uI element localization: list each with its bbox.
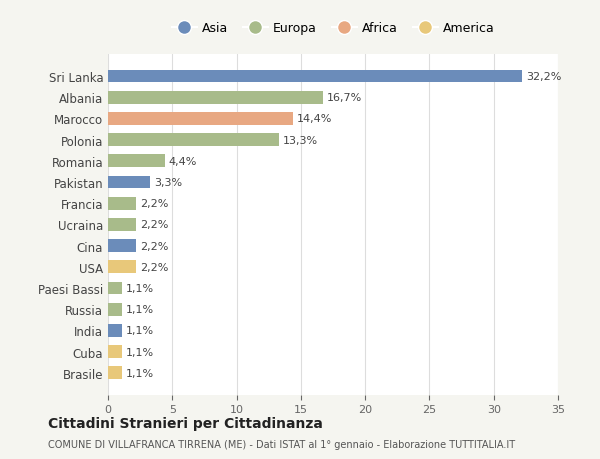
Text: 13,3%: 13,3% [283, 135, 318, 146]
Text: 2,2%: 2,2% [140, 199, 169, 209]
Bar [108, 155, 164, 168]
Text: 1,1%: 1,1% [126, 326, 154, 336]
Text: COMUNE DI VILLAFRANCA TIRRENA (ME) - Dati ISTAT al 1° gennaio - Elaborazione TUT: COMUNE DI VILLAFRANCA TIRRENA (ME) - Dat… [48, 440, 515, 449]
Text: 1,1%: 1,1% [126, 368, 154, 378]
Bar [108, 240, 136, 252]
Text: 16,7%: 16,7% [326, 93, 362, 103]
Legend: Asia, Europa, Africa, America: Asia, Europa, Africa, America [167, 17, 499, 40]
Bar [108, 346, 122, 358]
Bar [108, 134, 279, 147]
Bar [108, 176, 151, 189]
Bar [108, 282, 122, 295]
Text: 1,1%: 1,1% [126, 304, 154, 314]
Text: 14,4%: 14,4% [297, 114, 332, 124]
Bar [108, 218, 136, 231]
Text: 1,1%: 1,1% [126, 283, 154, 293]
Bar [108, 71, 522, 83]
Bar [108, 261, 136, 274]
Bar [108, 113, 293, 125]
Text: Cittadini Stranieri per Cittadinanza: Cittadini Stranieri per Cittadinanza [48, 416, 323, 430]
Text: 32,2%: 32,2% [526, 72, 561, 82]
Bar [108, 303, 122, 316]
Text: 3,3%: 3,3% [154, 178, 182, 188]
Bar [108, 325, 122, 337]
Text: 1,1%: 1,1% [126, 347, 154, 357]
Text: 2,2%: 2,2% [140, 220, 169, 230]
Bar [108, 92, 323, 104]
Text: 2,2%: 2,2% [140, 262, 169, 272]
Text: 2,2%: 2,2% [140, 241, 169, 251]
Text: 4,4%: 4,4% [169, 157, 197, 167]
Bar [108, 197, 136, 210]
Bar [108, 367, 122, 379]
